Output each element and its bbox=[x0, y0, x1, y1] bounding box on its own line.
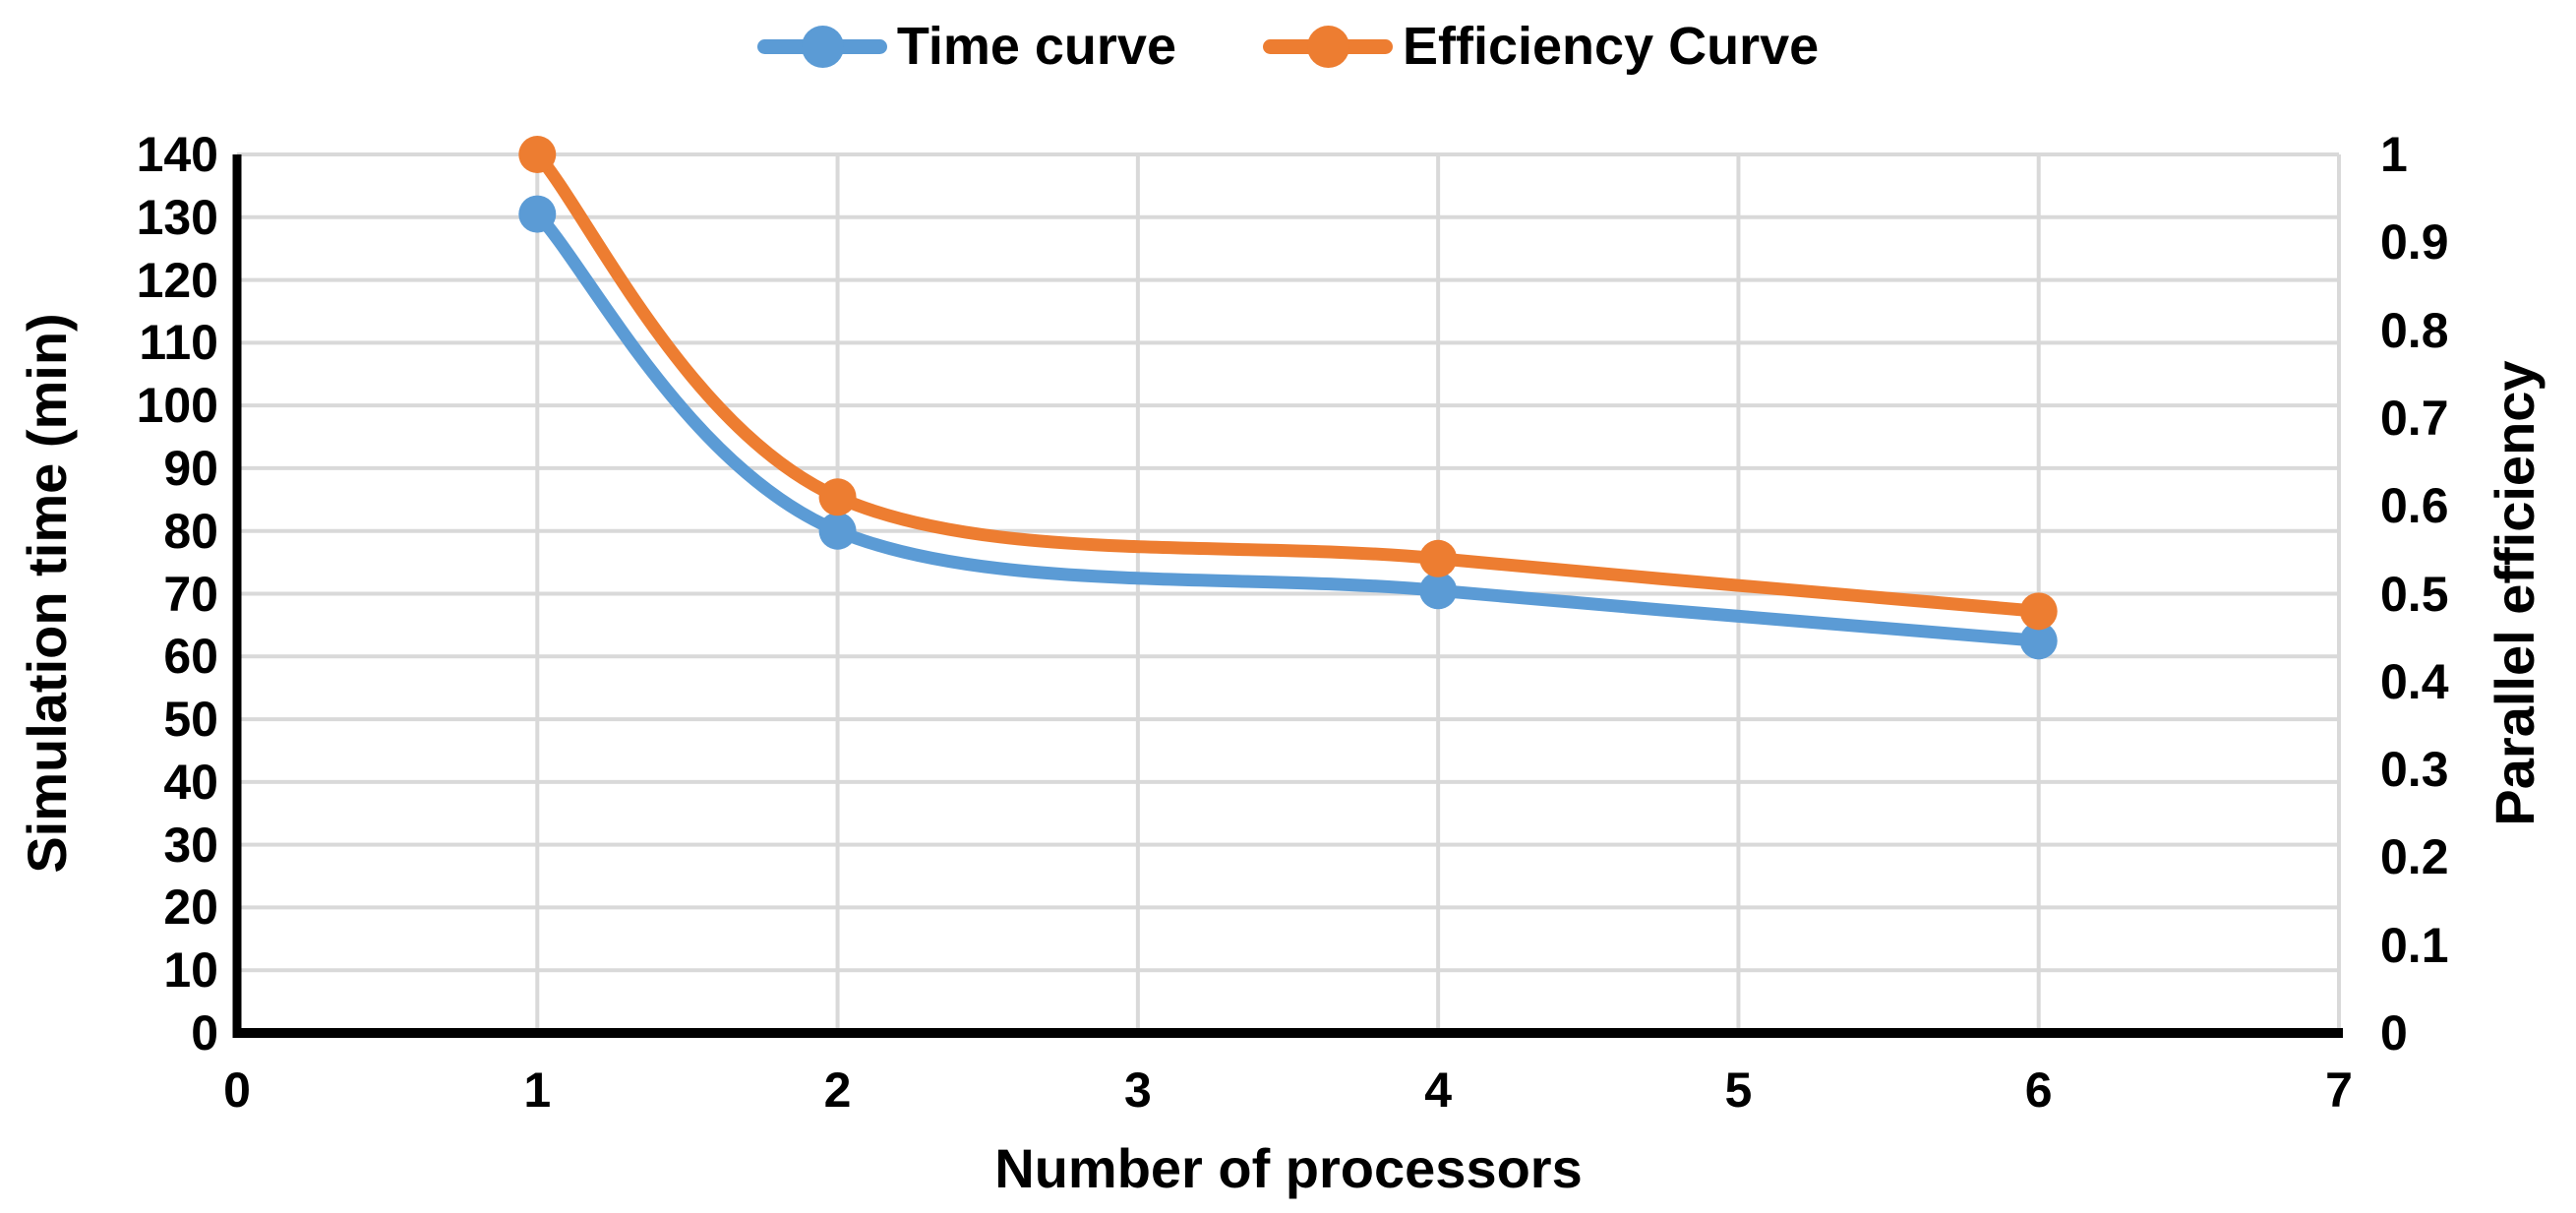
series-0-data-point bbox=[1419, 572, 1458, 610]
y-axis-right-tick-0.3: 0.3 bbox=[2380, 742, 2449, 798]
y-axis-left-tick-140: 140 bbox=[136, 127, 218, 182]
y-axis-left-tick-50: 50 bbox=[163, 692, 218, 748]
y-axis-left-tick-100: 100 bbox=[136, 378, 218, 434]
series-0-data-point bbox=[818, 512, 857, 550]
chart-legend: Time curve Efficiency Curve bbox=[0, 14, 2576, 79]
legend-item-efficiency-curve: Efficiency Curve bbox=[1263, 14, 1819, 79]
series-line-1 bbox=[530, 148, 2046, 618]
y-axis-right-tick-0.8: 0.8 bbox=[2380, 302, 2449, 358]
series-1-data-point bbox=[1419, 539, 1458, 577]
y-axis-right-tick-0.2: 0.2 bbox=[2380, 829, 2449, 885]
x-axis-tick-4: 4 bbox=[1424, 1062, 1453, 1118]
y-axis-left-tick-20: 20 bbox=[163, 879, 218, 936]
x-axis-tick-0: 0 bbox=[223, 1062, 251, 1118]
series-1-data-point bbox=[818, 478, 857, 516]
time-curve-line-marker-icon bbox=[756, 25, 887, 68]
time-curve-dot-marker-icon bbox=[801, 25, 844, 68]
efficiency-curve-line-marker-icon bbox=[1263, 25, 1393, 68]
y-axis-left-tick-40: 40 bbox=[163, 754, 218, 810]
x-axis-tick-5: 5 bbox=[1724, 1062, 1753, 1118]
legend-label-efficiency-curve: Efficiency Curve bbox=[1403, 17, 1820, 76]
y-axis-left-tick-110: 110 bbox=[139, 315, 218, 371]
legend-label-time-curve: Time curve bbox=[896, 17, 1176, 76]
series-0-data-point bbox=[518, 195, 557, 233]
y-axis-right-tick-0.1: 0.1 bbox=[2380, 917, 2449, 973]
y-axis-left-tick-30: 30 bbox=[163, 817, 218, 873]
y-axis-left-tick-0: 0 bbox=[191, 1005, 218, 1061]
legend-item-time-curve: Time curve bbox=[756, 14, 1176, 79]
series-1-data-point bbox=[518, 136, 557, 173]
x-axis-title: Number of processors bbox=[994, 1137, 1583, 1199]
y-axis-left-tick-70: 70 bbox=[163, 566, 218, 622]
y-axis-left-tick-80: 80 bbox=[163, 503, 218, 559]
y-axis-left-tick-130: 130 bbox=[136, 189, 218, 245]
x-axis-tick-2: 2 bbox=[823, 1062, 852, 1118]
efficiency-curve-dot-marker-icon bbox=[1307, 25, 1349, 68]
x-axis-tick-6: 6 bbox=[2024, 1062, 2053, 1118]
y-axis-left-tick-120: 120 bbox=[136, 252, 218, 308]
x-axis-tick-1: 1 bbox=[523, 1062, 552, 1118]
y-axis-right-tick-0.7: 0.7 bbox=[2380, 390, 2449, 446]
y-axis-left-tick-90: 90 bbox=[163, 440, 218, 496]
y-axis-right-tick-0.6: 0.6 bbox=[2380, 478, 2449, 534]
series-0-data-point bbox=[2019, 622, 2058, 660]
y-axis-right-tick-1: 1 bbox=[2380, 127, 2408, 182]
y-axis-right-tick-0: 0 bbox=[2380, 1005, 2408, 1061]
y-axis-right-tick-0.4: 0.4 bbox=[2380, 653, 2449, 709]
y-axis-right-tick-0.9: 0.9 bbox=[2380, 214, 2449, 271]
series-1-data-point bbox=[2019, 592, 2058, 631]
x-axis-tick-3: 3 bbox=[1123, 1062, 1152, 1118]
series-line-0 bbox=[530, 208, 2046, 647]
y-axis-right-tick-0.5: 0.5 bbox=[2380, 566, 2449, 622]
y-axis-left-tick-60: 60 bbox=[163, 629, 218, 685]
y-axis-left-tick-10: 10 bbox=[163, 942, 218, 999]
x-axis-tick-7: 7 bbox=[2325, 1062, 2353, 1118]
